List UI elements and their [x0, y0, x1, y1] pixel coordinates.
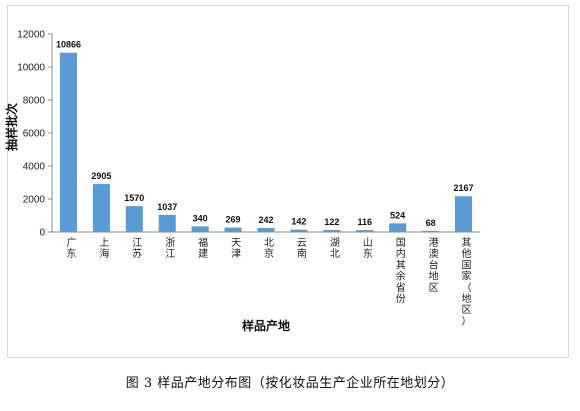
y-axis: 0 2000 4000 6000 8000 10000 12000: [17, 30, 480, 239]
figure-caption: 图 3 样品产地分布图（按化妆品生产企业所在地划分）: [125, 376, 455, 391]
category-label: 国内其余省份: [396, 237, 406, 305]
category-label: 浙江: [165, 237, 175, 260]
data-label: 340: [193, 213, 208, 223]
bar: [125, 206, 143, 232]
y-tick-label: 0: [39, 228, 45, 239]
data-label: 2905: [91, 171, 111, 181]
x-axis-title: 样品产地: [242, 318, 290, 333]
category-label: 山东: [363, 237, 373, 260]
y-tick-label: 12000: [17, 30, 45, 41]
category-label: 福建: [198, 236, 208, 260]
data-label: 242: [258, 215, 273, 225]
y-tick-label: 2000: [23, 195, 46, 206]
data-label: 1570: [124, 193, 144, 203]
data-label: 116: [358, 217, 373, 227]
y-tick-label: 6000: [23, 129, 46, 140]
y-axis-title: 抽样批次: [4, 103, 19, 151]
bar: [422, 230, 440, 232]
bar: [92, 184, 110, 232]
y-tick-label: 10000: [17, 63, 45, 74]
bar: [257, 228, 275, 232]
bar: [158, 214, 176, 232]
data-label: 68: [426, 218, 436, 228]
y-tick-label: 4000: [23, 162, 46, 173]
category-label: 广东: [66, 237, 76, 260]
category-label: 天津: [231, 238, 241, 260]
bar-chart: 0 2000 4000 6000 8000 10000 12000 10866 2905 157…: [4, 30, 480, 333]
category-label: 港澳台地区: [429, 237, 439, 294]
bar: [59, 52, 78, 232]
category-label: 江苏: [132, 237, 142, 260]
data-label: 142: [291, 217, 306, 227]
bars: [59, 52, 473, 232]
data-label: 122: [324, 217, 339, 227]
data-label: 10866: [56, 40, 81, 50]
y-tick-label: 8000: [23, 96, 46, 107]
bar: [224, 227, 242, 232]
category-label: 其他国家（地区）: [462, 237, 472, 327]
bar: [290, 229, 308, 232]
bar: [389, 223, 407, 232]
bar: [191, 226, 209, 232]
data-label: 269: [226, 215, 241, 225]
bar: [454, 196, 473, 232]
category-label: 北京: [264, 237, 274, 260]
bar: [356, 230, 374, 232]
category-label: 湖北: [330, 237, 340, 260]
category-label: 云南: [297, 238, 307, 260]
data-label: 2167: [454, 183, 474, 193]
chart-frame: [7, 5, 569, 358]
data-labels: 10866 2905 1570 1037 340 269 242 142 122 116 524 68…: [56, 40, 474, 228]
bar: [323, 229, 341, 232]
category-label: 上海: [99, 237, 109, 260]
data-label: 524: [390, 210, 405, 220]
data-label: 1037: [157, 202, 177, 212]
